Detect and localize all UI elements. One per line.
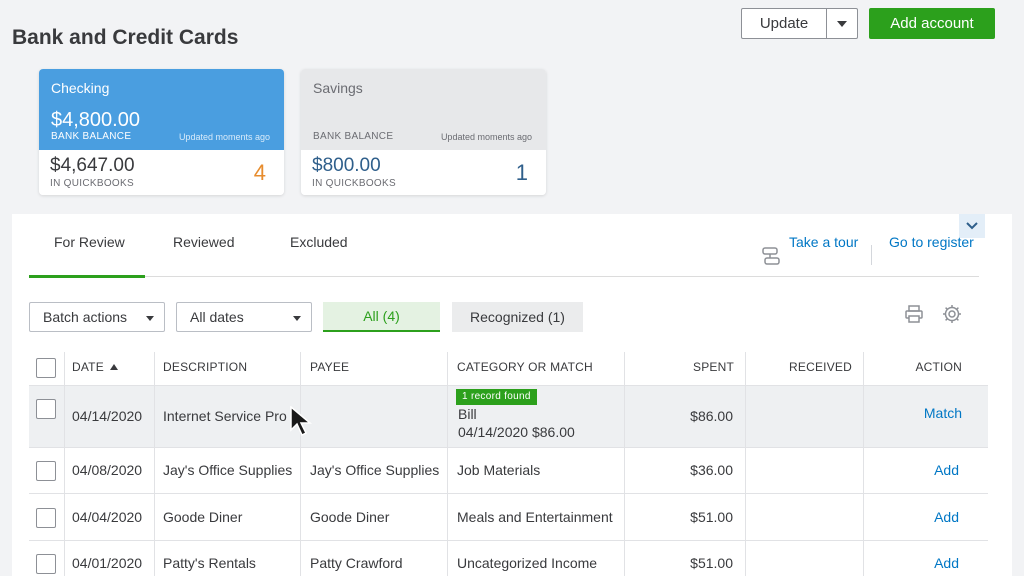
print-icon[interactable] bbox=[903, 303, 925, 325]
row-date: 04/14/2020 bbox=[72, 408, 143, 424]
page-title: Bank and Credit Cards bbox=[12, 26, 239, 49]
quickbooks-balance-label: IN QUICKBOOKS bbox=[312, 178, 396, 189]
add-account-button[interactable]: Add account bbox=[869, 8, 995, 39]
row-category-detail: 04/14/2020 $86.00 bbox=[458, 424, 575, 440]
filter-recognized-button[interactable]: Recognized (1) bbox=[452, 302, 583, 332]
column-header-date[interactable]: DATE bbox=[72, 360, 118, 374]
row-date: 04/08/2020 bbox=[72, 462, 143, 478]
row-divider bbox=[29, 493, 988, 494]
row-category: Uncategorized Income bbox=[457, 555, 598, 571]
update-button[interactable]: Update bbox=[741, 8, 858, 39]
row-category: Job Materials bbox=[457, 462, 541, 478]
row-payee: Patty Crawford bbox=[310, 555, 403, 571]
quickbooks-balance-amount: $800.00 bbox=[312, 155, 381, 176]
quickbooks-balance-section: $4,647.00 IN QUICKBOOKS 4 bbox=[39, 150, 284, 195]
column-divider bbox=[745, 352, 746, 576]
collapse-button[interactable] bbox=[959, 214, 985, 238]
pending-count: 1 bbox=[515, 160, 528, 185]
column-header-date-label: DATE bbox=[72, 360, 104, 374]
row-spent: $86.00 bbox=[690, 408, 733, 424]
dates-dropdown[interactable]: All dates bbox=[176, 302, 312, 332]
column-header-payee[interactable]: PAYEE bbox=[310, 360, 350, 374]
column-header-spent[interactable]: SPENT bbox=[692, 360, 734, 374]
quickbooks-balance-section: $800.00 IN QUICKBOOKS 1 bbox=[301, 150, 546, 195]
batch-actions-dropdown[interactable]: Batch actions bbox=[29, 302, 165, 332]
row-spent: $51.00 bbox=[690, 555, 733, 571]
column-header-received[interactable]: RECEIVED bbox=[789, 360, 852, 374]
tab-reviewed[interactable]: Reviewed bbox=[173, 234, 235, 250]
row-description: Jay's Office Supplies bbox=[163, 462, 293, 478]
go-to-register-link[interactable]: Go to register bbox=[889, 234, 974, 250]
row-category: Meals and Entertainment bbox=[457, 509, 613, 525]
update-dropdown-toggle[interactable] bbox=[827, 9, 857, 38]
row-date: 04/01/2020 bbox=[72, 555, 143, 571]
pending-count: 4 bbox=[253, 160, 266, 185]
dates-label: All dates bbox=[190, 309, 244, 325]
bank-balance-label: BANK BALANCE bbox=[313, 131, 394, 142]
tab-excluded[interactable]: Excluded bbox=[290, 234, 348, 250]
row-checkbox[interactable] bbox=[36, 461, 56, 481]
row-checkbox[interactable] bbox=[36, 399, 56, 419]
account-card-checking[interactable]: Checking $4,800.00 BANK BALANCE Updated … bbox=[39, 69, 284, 195]
column-header-action: ACTION bbox=[915, 360, 962, 374]
chevron-down-icon bbox=[837, 20, 847, 27]
link-divider bbox=[871, 245, 872, 265]
row-payee: Goode Diner bbox=[310, 509, 390, 525]
bank-balance-section: Checking $4,800.00 BANK BALANCE Updated … bbox=[39, 69, 284, 150]
row-checkbox[interactable] bbox=[36, 554, 56, 574]
column-header-description[interactable]: DESCRIPTION bbox=[163, 360, 248, 374]
update-button-label[interactable]: Update bbox=[742, 9, 827, 38]
updated-status: Updated moments ago bbox=[178, 132, 270, 142]
column-divider bbox=[863, 352, 864, 576]
row-spent: $36.00 bbox=[690, 462, 733, 478]
tab-divider bbox=[29, 276, 979, 277]
sort-up-icon bbox=[109, 364, 118, 370]
updated-status: Updated moments ago bbox=[440, 132, 532, 142]
tour-icon bbox=[762, 247, 780, 265]
row-checkbox[interactable] bbox=[36, 508, 56, 528]
select-all-checkbox[interactable] bbox=[36, 358, 56, 378]
chevron-down-icon bbox=[293, 316, 301, 321]
row-description: Internet Service Pro bbox=[163, 408, 287, 424]
bank-balance-label: BANK BALANCE bbox=[51, 131, 132, 142]
account-name: Savings bbox=[313, 80, 363, 96]
mouse-cursor-icon bbox=[290, 406, 313, 437]
column-divider bbox=[624, 352, 625, 576]
column-divider bbox=[447, 352, 448, 576]
row-divider bbox=[29, 540, 988, 541]
chevron-down-icon bbox=[966, 222, 978, 230]
row-date: 04/04/2020 bbox=[72, 509, 143, 525]
add-action[interactable]: Add bbox=[934, 509, 959, 525]
row-divider bbox=[29, 385, 988, 386]
column-divider bbox=[64, 352, 65, 576]
account-card-savings[interactable]: Savings BANK BALANCE Updated moments ago… bbox=[301, 69, 546, 195]
row-category: Bill bbox=[458, 406, 477, 422]
bank-balance-amount: $4,800.00 bbox=[51, 109, 140, 131]
batch-actions-label: Batch actions bbox=[43, 309, 128, 325]
column-divider bbox=[300, 352, 301, 576]
match-action[interactable]: Match bbox=[923, 405, 962, 421]
row-description: Patty's Rentals bbox=[163, 555, 256, 571]
quickbooks-balance-amount: $4,647.00 bbox=[50, 155, 135, 176]
take-a-tour-link[interactable]: Take a tour bbox=[789, 234, 859, 250]
account-name: Checking bbox=[51, 80, 110, 96]
gear-icon[interactable] bbox=[941, 303, 963, 325]
bank-balance-section: Savings BANK BALANCE Updated moments ago bbox=[301, 69, 546, 150]
filter-all-button[interactable]: All (4) bbox=[323, 302, 440, 332]
row-description: Goode Diner bbox=[163, 509, 243, 525]
record-found-badge: 1 record found bbox=[456, 389, 537, 405]
column-header-category[interactable]: CATEGORY OR MATCH bbox=[457, 360, 593, 374]
row-divider bbox=[29, 447, 988, 448]
active-tab-indicator bbox=[29, 275, 145, 278]
quickbooks-balance-label: IN QUICKBOOKS bbox=[50, 178, 134, 189]
row-spent: $51.00 bbox=[690, 509, 733, 525]
tab-for-review[interactable]: For Review bbox=[54, 234, 125, 250]
add-action[interactable]: Add bbox=[934, 462, 959, 478]
add-action[interactable]: Add bbox=[934, 555, 959, 571]
row-payee: Jay's Office Supplies bbox=[310, 462, 440, 478]
column-divider bbox=[154, 352, 155, 576]
chevron-down-icon bbox=[146, 316, 154, 321]
